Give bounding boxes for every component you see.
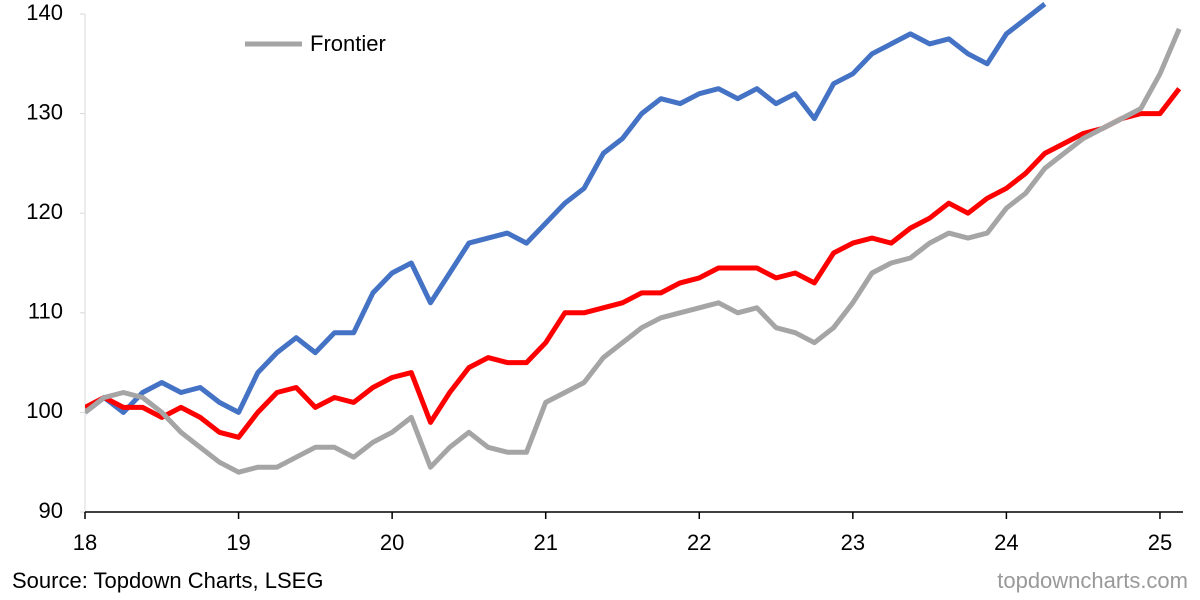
x-tick-label: 23 (841, 530, 865, 555)
x-tick-label: 22 (687, 530, 711, 555)
y-tick-label: 110 (28, 299, 63, 324)
y-tick-label: 130 (26, 99, 63, 124)
x-tick-label: 20 (380, 530, 404, 555)
x-tick-label: 19 (226, 530, 250, 555)
x-tick-label: 21 (533, 530, 557, 555)
watermark: topdowncharts.com (997, 568, 1188, 593)
x-tick-label: 18 (73, 530, 97, 555)
x-tick-label: 24 (994, 530, 1018, 555)
source: Source: Topdown Charts, LSEG (12, 568, 323, 593)
y-tick-label: 100 (26, 398, 63, 423)
series-line (85, 2, 1047, 415)
y-tick-label: 140 (26, 0, 63, 25)
y-tick-label: 120 (26, 199, 63, 224)
legend-label: Frontier (310, 31, 386, 56)
y-tick-label: 90 (39, 498, 63, 523)
x-tick-label: 25 (1148, 530, 1172, 555)
series-line (85, 87, 1182, 440)
series-line (85, 27, 1182, 475)
